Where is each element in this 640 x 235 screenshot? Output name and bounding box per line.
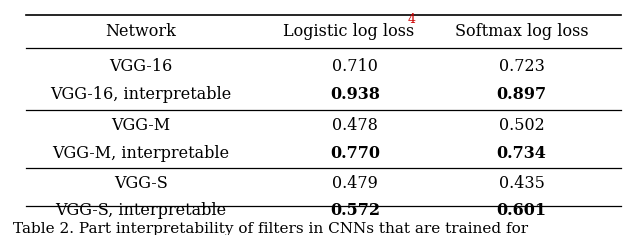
Text: 0.734: 0.734: [497, 145, 547, 162]
Text: Softmax log loss: Softmax log loss: [455, 23, 588, 39]
Text: 0.478: 0.478: [332, 117, 378, 133]
Text: 0.435: 0.435: [499, 175, 545, 192]
Text: VGG-M: VGG-M: [111, 117, 170, 133]
Text: VGG-S, interpretable: VGG-S, interpretable: [55, 202, 227, 219]
Text: Network: Network: [106, 23, 176, 39]
Text: VGG-16, interpretable: VGG-16, interpretable: [50, 86, 232, 103]
Text: Logistic log loss: Logistic log loss: [283, 23, 415, 39]
Text: 0.770: 0.770: [330, 145, 380, 162]
Text: 0.710: 0.710: [332, 58, 378, 75]
Text: 0.723: 0.723: [499, 58, 545, 75]
Text: 0.502: 0.502: [499, 117, 545, 133]
Text: 0.479: 0.479: [332, 175, 378, 192]
Text: 0.572: 0.572: [330, 202, 380, 219]
Text: VGG-16: VGG-16: [109, 58, 172, 75]
Text: 0.897: 0.897: [497, 86, 547, 103]
Text: 0.938: 0.938: [330, 86, 380, 103]
Text: 0.601: 0.601: [497, 202, 547, 219]
Text: 4: 4: [408, 13, 416, 26]
Text: Table 2. Part interpretability of filters in CNNs that are trained for: Table 2. Part interpretability of filter…: [13, 222, 528, 235]
Text: VGG-S: VGG-S: [114, 175, 168, 192]
Text: VGG-M, interpretable: VGG-M, interpretable: [52, 145, 229, 162]
